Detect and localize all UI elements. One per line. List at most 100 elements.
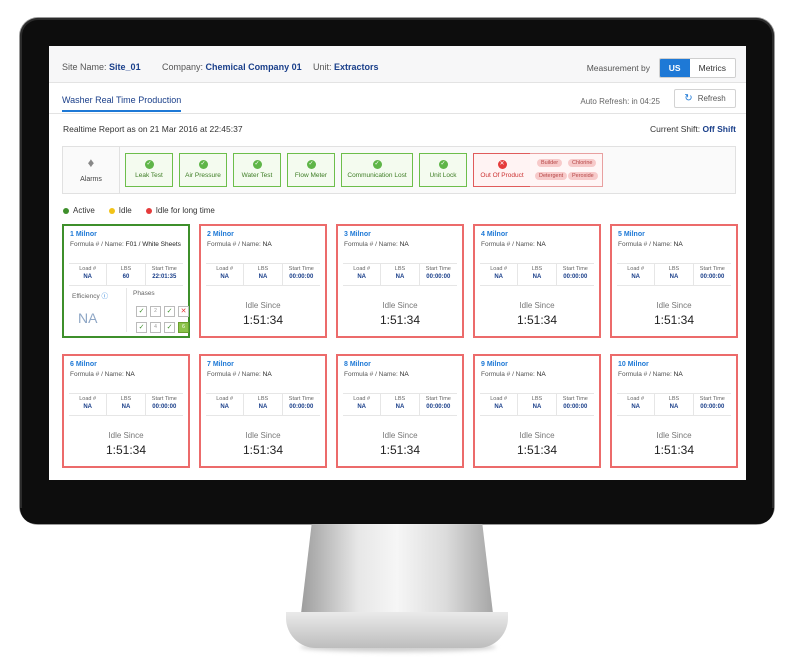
machine-name[interactable]: 3 Milnor — [344, 231, 371, 238]
alarm-water-test[interactable]: ✓ Water Test — [233, 153, 281, 187]
alarm-label: Flow Meter — [294, 172, 328, 179]
alarm-unit-lock[interactable]: ✓ Unit Lock — [419, 153, 467, 187]
lbs-stat: LBS NA — [244, 394, 283, 415]
divider — [126, 288, 127, 332]
machine-card[interactable]: 6 Milnor Formula # / Name: NA Load # NA LBS N… — [62, 354, 190, 468]
lbs-label: LBS — [531, 396, 543, 402]
alarm-air-pressure[interactable]: ✓ Air Pressure — [179, 153, 227, 187]
start-time-label: Start Time — [288, 266, 314, 272]
check-icon: ✓ — [372, 160, 382, 169]
lbs-value: NA — [532, 404, 542, 410]
refresh-icon: ↻ — [684, 93, 693, 104]
load-stat: Load # NA — [480, 264, 519, 285]
formula-info: Formula # / Name: NA — [618, 241, 683, 248]
formula-label: Formula # / Name: — [481, 241, 535, 248]
lbs-label: LBS — [120, 266, 132, 272]
phase-check-icon: ✓ — [136, 322, 147, 333]
machine-stats: Load # NA LBS NA Start Time 00:00:00 — [343, 263, 457, 286]
info-icon[interactable]: ⓘ — [101, 293, 109, 300]
idle-since-label: Idle Since — [656, 301, 692, 310]
machine-card[interactable]: 7 Milnor Formula # / Name: NA Load # NA LBS N… — [199, 354, 327, 468]
legend-active: Active — [63, 206, 95, 215]
alarms-button[interactable]: ♦ Alarms — [63, 147, 120, 193]
machine-name[interactable]: 6 Milnor — [70, 361, 97, 368]
machine-name[interactable]: 7 Milnor — [207, 361, 234, 368]
machine-name[interactable]: 9 Milnor — [481, 361, 508, 368]
formula-label: Formula # / Name: — [70, 241, 124, 248]
start-time-stat: Start Time 00:00:00 — [694, 264, 731, 285]
machine-card[interactable]: 8 Milnor Formula # / Name: NA Load # NA LBS N… — [336, 354, 464, 468]
machine-name[interactable]: 8 Milnor — [344, 361, 371, 368]
idle-duration: 1:51:34 — [242, 313, 284, 327]
machine-name[interactable]: 4 Milnor — [481, 231, 508, 238]
efficiency-value: NA — [78, 310, 98, 326]
dot-icon — [145, 207, 152, 214]
machine-name[interactable]: 2 Milnor — [207, 231, 234, 238]
machine-name[interactable]: 5 Milnor — [618, 231, 645, 238]
start-time-value: 00:00:00 — [700, 404, 725, 410]
phase-failed-icon: ✕ — [178, 306, 189, 317]
alarm-communication-lost[interactable]: ✓ Communication Lost — [341, 153, 413, 187]
formula-label: Formula # / Name: — [207, 371, 261, 378]
load-value: NA — [83, 274, 92, 280]
formula-value: NA — [125, 371, 135, 378]
start-time-value: 00:00:00 — [700, 274, 725, 280]
formula-value: NA — [673, 241, 683, 248]
measurement-metrics-button[interactable]: Metrics — [689, 59, 735, 77]
load-label: Load # — [216, 266, 234, 272]
machine-card[interactable]: 9 Milnor Formula # / Name: NA Load # NA LBS N… — [473, 354, 601, 468]
monitor-stand-base — [286, 612, 508, 648]
start-time-value: 00:00:00 — [426, 274, 451, 280]
auto-refresh-countdown: Auto Refresh: in 04:25 — [580, 97, 660, 106]
machine-card[interactable]: 1 Milnor Formula # / Name: F01 / White Sh… — [62, 224, 190, 338]
machine-name[interactable]: 10 Milnor — [618, 361, 649, 368]
load-label: Load # — [627, 396, 645, 402]
machine-card[interactable]: 10 Milnor Formula # / Name: NA Load # NA LBS… — [610, 354, 738, 468]
lbs-label: LBS — [257, 396, 269, 402]
measurement-us-button[interactable]: US — [659, 59, 690, 77]
load-value: NA — [494, 404, 503, 410]
formula-info: Formula # / Name: F01 / White Sheets — [70, 241, 181, 248]
start-time-value: 00:00:00 — [289, 404, 314, 410]
machine-name[interactable]: 1 Milnor — [70, 231, 97, 238]
load-value: NA — [494, 274, 503, 280]
monitor-chin — [20, 508, 774, 524]
refresh-button[interactable]: ↻ Refresh — [674, 89, 736, 108]
formula-info: Formula # / Name: NA — [207, 371, 272, 378]
company-info: Company: Chemical Company 01 — [162, 62, 302, 72]
lbs-label: LBS — [394, 396, 406, 402]
lbs-stat: LBS NA — [244, 264, 283, 285]
alarm-out-of-product[interactable]: ✕ Out Of Product — [473, 153, 531, 187]
top-header: Site Name: Site_01 Company: Chemical Com… — [49, 46, 746, 83]
unit-label: Unit: — [313, 62, 332, 72]
start-time-label: Start Time — [699, 396, 725, 402]
lbs-stat: LBS NA — [518, 394, 557, 415]
dot-icon — [63, 207, 69, 214]
status-legend: Active Idle Idle for long time — [63, 206, 215, 215]
machine-card[interactable]: 2 Milnor Formula # / Name: NA Load # NA LBS N… — [199, 224, 327, 338]
load-stat: Load # NA — [69, 394, 108, 415]
machine-stats: Load # NA LBS NA Start Time 00:00:00 — [480, 263, 594, 286]
alarm-flow-meter[interactable]: ✓ Flow Meter — [287, 153, 335, 187]
formula-label: Formula # / Name: — [344, 371, 398, 378]
start-time-stat: Start Time 00:00:00 — [557, 394, 594, 415]
formula-info: Formula # / Name: NA — [481, 371, 546, 378]
start-time-label: Start Time — [425, 266, 451, 272]
machine-stats: Load # NA LBS NA Start Time 00:00:00 — [480, 393, 594, 416]
phase-number: 4 — [150, 322, 161, 333]
alarm-leak-test[interactable]: ✓ Leak Test — [125, 153, 173, 187]
load-stat: Load # NA — [206, 394, 245, 415]
machine-card[interactable]: 5 Milnor Formula # / Name: NA Load # NA LBS N… — [610, 224, 738, 338]
formula-label: Formula # / Name: — [618, 241, 672, 248]
alarm-label: Unit Lock — [429, 172, 457, 179]
machine-card[interactable]: 4 Milnor Formula # / Name: NA Load # NA LBS N… — [473, 224, 601, 338]
formula-label: Formula # / Name: — [344, 241, 398, 248]
load-stat: Load # NA — [343, 264, 382, 285]
report-timestamp: Realtime Report as on 21 Mar 2016 at 22:… — [63, 124, 243, 134]
machine-card[interactable]: 3 Milnor Formula # / Name: NA Load # NA LBS N… — [336, 224, 464, 338]
idle-since-label: Idle Since — [245, 301, 281, 310]
machine-stats: Load # NA LBS NA Start Time 00:00:00 — [69, 393, 183, 416]
idle-duration: 1:51:34 — [379, 313, 421, 327]
tab-washer-real-time-production[interactable]: Washer Real Time Production — [62, 95, 182, 112]
refresh-label: Refresh — [697, 94, 726, 103]
